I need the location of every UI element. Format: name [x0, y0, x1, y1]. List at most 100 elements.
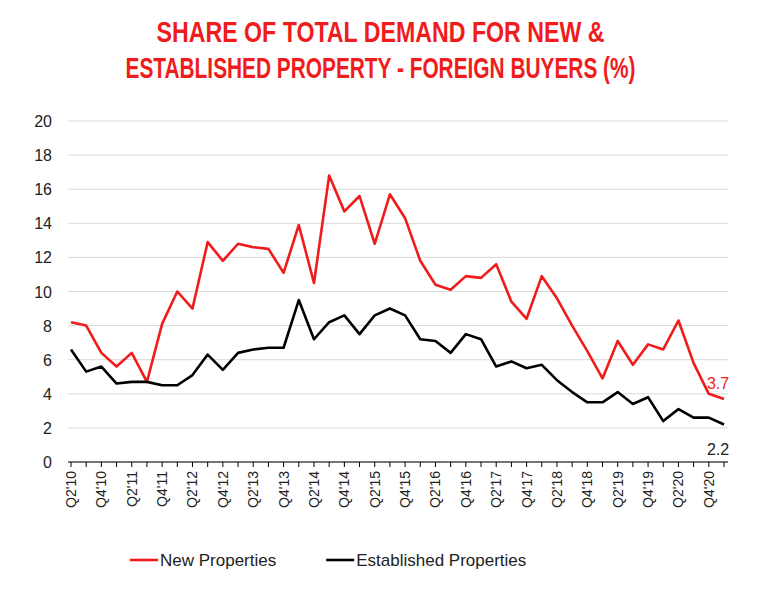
grid-line — [68, 291, 728, 292]
x-tick — [313, 462, 314, 467]
grid-line — [68, 257, 728, 258]
legend-label: New Properties — [160, 551, 276, 570]
x-tick — [435, 462, 436, 467]
x-tick-label: Q2'20 — [670, 471, 686, 508]
x-tick-label: Q2'10 — [63, 471, 79, 508]
y-tick-label: 14 — [34, 215, 52, 232]
x-tick-label: Q2'12 — [184, 471, 200, 508]
chart: SHARE OF TOTAL DEMAND FOR NEW &ESTABLISH… — [0, 0, 761, 592]
x-tick — [359, 462, 360, 467]
x-tick — [238, 462, 239, 467]
x-tick — [146, 462, 147, 467]
x-tick-label: Q2'13 — [245, 471, 261, 508]
title: SHARE OF TOTAL DEMAND FOR NEW &ESTABLISH… — [126, 15, 636, 84]
grid-line — [68, 393, 728, 394]
x-tick — [86, 462, 87, 467]
x-tick-label: Q4'10 — [93, 471, 109, 508]
x-tick-label: Q4'14 — [336, 471, 352, 508]
x-tick — [663, 462, 664, 467]
x-tick — [572, 462, 573, 467]
x-tick — [374, 462, 375, 467]
x-tick-label: Q4'11 — [154, 471, 170, 507]
title-line: SHARE OF TOTAL DEMAND FOR NEW & — [157, 15, 605, 48]
y-tick-label: 12 — [34, 249, 52, 266]
y-tick-label: 10 — [34, 284, 52, 301]
x-tick — [420, 462, 421, 467]
x-tick — [511, 462, 512, 467]
grid-line — [68, 462, 728, 463]
x-tick — [253, 462, 254, 467]
x-tick — [329, 462, 330, 467]
x-tick — [587, 462, 588, 467]
x-tick-label: Q4'19 — [640, 471, 656, 508]
x-tick-label: Q4'20 — [701, 471, 717, 508]
x-tick — [192, 462, 193, 467]
x-tick — [268, 462, 269, 467]
x-tick — [405, 462, 406, 467]
x-tick — [465, 462, 466, 467]
series-line — [71, 300, 724, 424]
x-tick — [71, 462, 72, 467]
y-tick-label: 16 — [34, 181, 52, 198]
x-tick — [481, 462, 482, 467]
legend-swatch — [326, 559, 354, 562]
x-tick — [116, 462, 117, 467]
x-tick — [222, 462, 223, 467]
x-tick — [131, 462, 132, 467]
grid-line — [68, 325, 728, 326]
legend-swatch — [130, 559, 158, 562]
x-tick-label: Q2'17 — [488, 471, 504, 508]
x-tick-label: Q4'13 — [276, 471, 292, 508]
x-tick — [617, 462, 618, 467]
x-tick — [101, 462, 102, 467]
x-tick-label: Q4'12 — [215, 471, 231, 508]
y-tick-label: 18 — [34, 147, 52, 164]
data-label: 3.7 — [707, 375, 729, 392]
data-label: 2.2 — [707, 441, 729, 458]
plot-marks — [71, 176, 724, 425]
x-tick-label: Q2'16 — [427, 471, 443, 508]
y-tick-label: 4 — [43, 386, 52, 403]
x-tick — [177, 462, 178, 467]
x-tick — [298, 462, 299, 467]
x-tick-label: Q4'16 — [458, 471, 474, 508]
x-tick-label: Q4'17 — [519, 471, 535, 508]
grid-line — [68, 189, 728, 190]
x-tick — [556, 462, 557, 467]
grid-line — [68, 427, 728, 428]
x-tick-label: Q2'19 — [610, 471, 626, 508]
x-tick — [602, 462, 603, 467]
x-tick — [162, 462, 163, 467]
x-tick-label: Q2'18 — [549, 471, 565, 508]
x-tick-label: Q4'18 — [579, 471, 595, 508]
x-tick — [708, 462, 709, 467]
x-tick — [541, 462, 542, 467]
y-tick-label: 8 — [43, 318, 52, 335]
x-tick — [648, 462, 649, 467]
x-tick — [632, 462, 633, 467]
x-tick — [526, 462, 527, 467]
x-tick — [450, 462, 451, 467]
x-tick — [344, 462, 345, 467]
grid-line — [68, 223, 728, 224]
legend-label: Established Properties — [356, 551, 526, 570]
x-tick — [207, 462, 208, 467]
y-tick-label: 6 — [43, 352, 52, 369]
x-tick-label: Q2'15 — [367, 471, 383, 508]
y-tick-label: 20 — [34, 113, 52, 130]
x-tick — [724, 462, 725, 467]
x-tick-label: Q2'11 — [124, 471, 140, 507]
x-tick — [389, 462, 390, 467]
y-tick-label: 0 — [43, 454, 52, 471]
title-line: ESTABLISHED PROPERTY - FOREIGN BUYERS (%… — [126, 51, 636, 84]
grid-line — [68, 121, 728, 122]
x-tick — [678, 462, 679, 467]
x-tick-label: Q2'14 — [306, 471, 322, 508]
x-tick — [693, 462, 694, 467]
y-tick-label: 2 — [43, 420, 52, 437]
series-line — [71, 176, 724, 399]
x-tick-label: Q4'15 — [397, 471, 413, 508]
x-axis — [68, 461, 728, 462]
x-tick — [496, 462, 497, 467]
x-tick — [283, 462, 284, 467]
